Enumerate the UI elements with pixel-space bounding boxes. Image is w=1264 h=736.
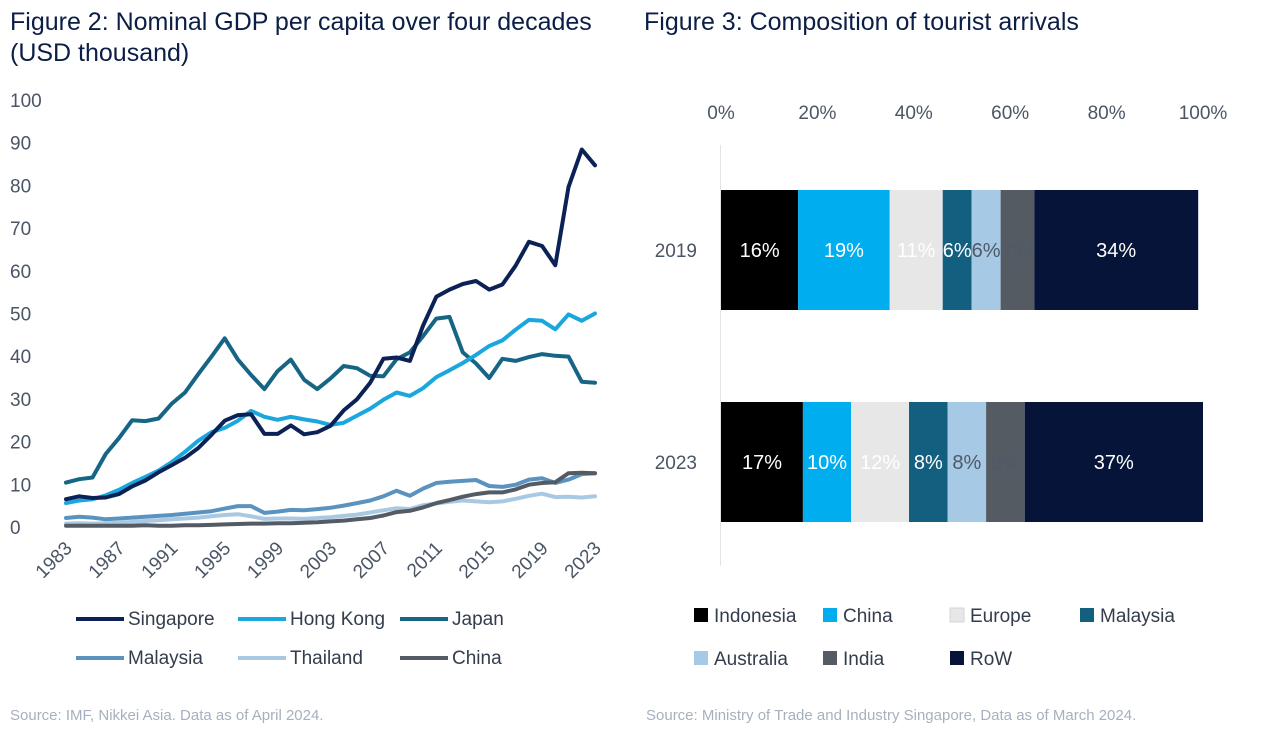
y-tick-label-80: 80 — [10, 176, 31, 197]
y-tick-label-10: 10 — [10, 475, 31, 496]
y-tick-label-70: 70 — [10, 219, 31, 240]
x-tick-label-2011: 2011 — [403, 538, 447, 582]
x-tick-label-60: 60% — [991, 103, 1029, 124]
legend-swatch-malaysia — [1080, 608, 1094, 622]
x-tick-label-40: 40% — [895, 103, 933, 124]
x-tick-label-1991: 1991 — [138, 538, 183, 583]
legend-label-europe: Europe — [970, 606, 1031, 627]
legend-label-indonesia: Indonesia — [714, 606, 797, 627]
data-label-australia-2019: 6% — [972, 240, 1001, 262]
gdp-line-chart: 0 10 20 30 40 50 60 70 80 90 100 1983 1987 1991 1995 19… — [10, 91, 606, 669]
data-label-indonesia-2019: 16% — [740, 240, 780, 262]
y-tick-label-60: 60 — [10, 262, 31, 283]
legend-label-china: China — [843, 606, 893, 627]
x-tick-label-2003: 2003 — [296, 538, 341, 583]
left-source-note: Source: IMF, Nikkei Asia. Data as of Apr… — [10, 707, 324, 724]
bar-segment-indonesia-2023 — [721, 402, 803, 522]
data-label-india-2019: 7% — [1003, 240, 1032, 262]
y-tick-label-30: 30 — [10, 390, 31, 411]
legend-label-malaysia: Malaysia — [1100, 606, 1175, 627]
series-line-japan — [64, 314, 597, 485]
x-tick-label-1987: 1987 — [85, 538, 130, 583]
data-label-china-2019: 19% — [824, 240, 864, 262]
data-label-china-2023: 10% — [807, 452, 847, 474]
bar-segment-row-2019 — [1034, 190, 1199, 310]
x-tick-label-20: 20% — [798, 103, 836, 124]
series-line-malaysia — [64, 471, 597, 522]
data-label-australia-2023: 8% — [952, 452, 981, 474]
bar-segment-indonesia-2019 — [721, 190, 799, 310]
legend-label-india: India — [843, 649, 885, 670]
legend-label-thailand: Thailand — [290, 648, 363, 669]
legend-swatch-row — [950, 651, 964, 665]
data-label-india-2023: 8% — [991, 452, 1020, 474]
series-line-singapore — [64, 147, 597, 502]
legend-swatch-india — [823, 651, 837, 665]
x-tick-label-1983: 1983 — [32, 538, 77, 583]
y-tick-label-20: 20 — [10, 433, 31, 454]
legend-label-singapore: Singapore — [128, 609, 215, 630]
bar-segment-china-2019 — [798, 190, 890, 310]
y-tick-label-90: 90 — [10, 134, 31, 155]
data-label-europe-2023: 12% — [860, 452, 900, 474]
category-label-2019: 2019 — [655, 241, 697, 262]
legend-swatch-australia — [694, 651, 708, 665]
x-tick-label-80: 80% — [1088, 103, 1126, 124]
legend-label-australia: Australia — [714, 649, 788, 670]
figure-3-title: Figure 3: Composition of tourist arrival… — [644, 8, 1079, 36]
bar-segment-india-2019 — [1000, 190, 1035, 310]
bar-segment-australia-2019 — [971, 190, 1001, 310]
legend-label-china: China — [452, 648, 502, 669]
data-label-europe-2019: 11% — [897, 240, 936, 262]
data-label-indonesia-2023: 17% — [742, 452, 782, 474]
x-tick-label-2019: 2019 — [508, 538, 553, 583]
data-label-malaysia-2023: 8% — [914, 452, 943, 474]
data-label-malaysia-2019: 6% — [943, 240, 972, 262]
x-tick-label-2015: 2015 — [455, 538, 500, 583]
bar-segment-australia-2023 — [947, 402, 987, 522]
bar-segment-europe-2019 — [889, 190, 943, 310]
x-tick-label-2023: 2023 — [561, 538, 606, 583]
bar-segment-malaysia-2023 — [909, 402, 948, 522]
x-tick-label-0: 0% — [707, 103, 735, 124]
series-line-china — [64, 470, 597, 528]
legend-swatch-china — [823, 608, 837, 622]
legend-label-japan: Japan — [452, 609, 504, 630]
data-label-row-2019: 34% — [1096, 240, 1136, 262]
y-tick-label-0: 0 — [10, 518, 21, 539]
x-tick-label-1995: 1995 — [191, 538, 236, 583]
legend-label-row: RoW — [970, 649, 1012, 670]
y-tick-label-50: 50 — [10, 305, 31, 326]
series-line-thailand — [64, 491, 597, 526]
bar-segment-europe-2023 — [851, 402, 909, 522]
bar-segment-china-2023 — [802, 402, 852, 522]
right-source-note: Source: Ministry of Trade and Industry S… — [646, 707, 1137, 724]
legend-swatch-europe — [949, 607, 965, 623]
x-tick-label-1999: 1999 — [243, 538, 288, 583]
legend-swatch-indonesia — [694, 608, 708, 622]
bar-segment-india-2023 — [986, 402, 1025, 522]
category-label-2023: 2023 — [655, 453, 697, 474]
x-tick-label-2007: 2007 — [349, 538, 394, 583]
bar-segment-malaysia-2019 — [942, 190, 972, 310]
data-label-row-2023: 37% — [1094, 452, 1134, 474]
bar-segment-row-2023 — [1024, 402, 1203, 522]
legend-label-hong-kong: Hong Kong — [290, 609, 385, 630]
figure-2-title: Figure 2: Nominal GDP per capita over fo… — [10, 8, 592, 67]
x-tick-label-100: 100% — [1179, 103, 1228, 124]
legend-label-malaysia: Malaysia — [128, 648, 203, 669]
y-tick-label-40: 40 — [10, 347, 31, 368]
y-tick-label-100: 100 — [10, 91, 42, 112]
series-line-hong-kong — [64, 311, 597, 506]
